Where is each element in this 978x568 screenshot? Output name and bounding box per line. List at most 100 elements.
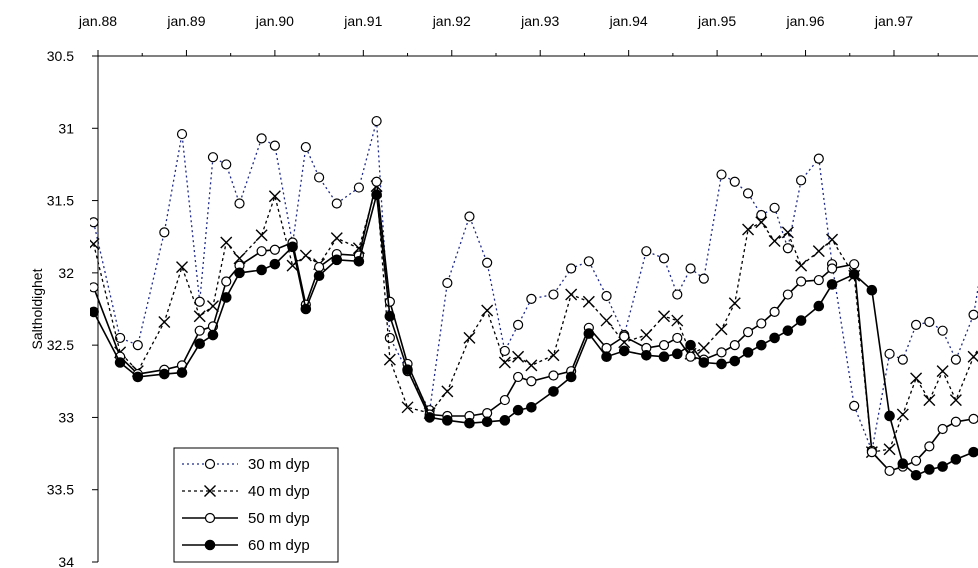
series-50-m-dyp [90,176,978,477]
data-point [256,246,267,257]
data-point [233,252,246,265]
data-point [482,257,493,268]
data-point [464,417,475,429]
data-point [371,115,382,127]
data-point [512,404,524,416]
data-point [464,211,475,222]
data-point [768,235,781,248]
data-point [193,310,206,323]
data-point [256,264,267,276]
data-point [442,415,453,426]
data-point [314,261,325,273]
data-point [499,415,511,426]
data-point [924,464,935,475]
y-axis-title: Saltholdighet [29,268,45,349]
data-point [826,279,838,290]
legend-label: 40 m dyp [248,483,310,500]
data-point [672,289,683,300]
data-point [207,152,219,163]
data-point [698,273,709,284]
data-point [513,371,524,383]
data-point [159,368,170,380]
data-point [194,325,205,336]
data-point [194,296,205,307]
data-point [383,353,396,366]
data-point [640,329,653,342]
data-point [353,255,365,267]
data-point [937,461,948,472]
data-point [402,364,413,376]
data-point [849,259,860,270]
legend-marker [204,458,216,470]
data-point [910,372,923,385]
data-point [949,394,962,407]
data-point [884,465,895,477]
x-tick-label: jan.89 [166,13,205,29]
data-point [866,447,877,458]
data-point [115,332,126,344]
data-point [482,407,493,419]
data-point [756,339,767,351]
data-point [194,338,206,349]
data-point [548,370,559,381]
data-point [769,332,780,344]
data-point [371,176,382,187]
data-point [526,402,537,413]
data-point [672,332,683,344]
data-point [547,349,560,362]
x-tick-label: jan.94 [609,13,648,29]
data-point [796,276,807,287]
data-point [729,340,740,351]
data-point [795,315,807,326]
y-tick-label: 34 [58,554,74,568]
data-point [176,128,188,140]
data-point [582,295,595,308]
data-point [463,331,476,344]
legend: 30 m dyp 40 m dyp 50 m dyp 60 m dyp [173,447,339,563]
data-point [884,348,895,359]
x-tick-label: jan.96 [785,13,824,29]
series-60-m-dyp [90,189,978,481]
data-point [221,159,232,170]
data-point [565,288,578,301]
series-line [92,120,978,454]
data-point [897,458,909,469]
data-point [967,350,978,363]
data-point [565,371,577,383]
data-point [924,316,935,328]
data-point [269,258,281,270]
data-point [114,357,126,368]
data-point [269,244,280,255]
data-point [826,263,838,274]
data-point [526,293,537,304]
data-point [716,169,727,180]
data-point [813,300,825,312]
data-point [548,289,559,300]
data-point [513,319,524,331]
x-tick-label: jan.91 [343,13,382,29]
data-point [742,327,754,338]
legend-label: 30 m dyp [248,456,310,473]
x-tick-label: jan.88 [78,13,117,29]
data-point [330,232,343,245]
y-tick-label: 30.5 [47,48,74,64]
data-point [742,223,755,236]
plot-area [90,115,978,481]
data-point [728,297,741,310]
data-point [729,355,741,367]
data-point [698,357,710,368]
legend-item: 30 m dyp [182,456,310,473]
data-point [601,351,612,363]
data-point [658,253,670,264]
legend-item: 60 m dyp [182,537,310,554]
legend-marker [204,485,216,497]
data-point [716,358,727,370]
y-tick-label: 32 [58,265,74,281]
x-tick-label: jan.97 [874,13,913,29]
data-point [685,263,696,274]
data-point [813,274,824,286]
data-point [220,236,233,249]
data-point [601,342,612,354]
data-point [781,226,794,239]
